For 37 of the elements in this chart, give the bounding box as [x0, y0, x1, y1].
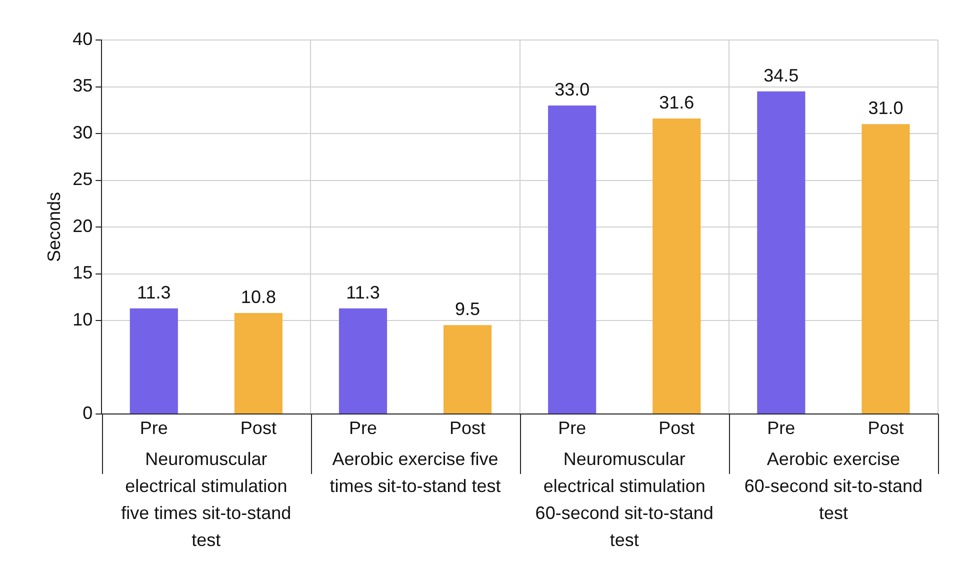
data-label: 10.8	[240, 286, 276, 307]
data-label: 33.0	[554, 79, 590, 100]
text: Pre	[558, 418, 586, 438]
text: Pre	[767, 418, 796, 438]
x-tick-label: Neuromuscular electrical stimulation five times sit-to-stand test	[121, 448, 292, 550]
y-tick-label: 40	[72, 28, 93, 49]
bar	[130, 308, 178, 414]
data-label: 31.0	[868, 98, 904, 118]
data-label: 34.5	[764, 65, 799, 86]
series-label: Post	[240, 418, 276, 438]
bar	[862, 124, 910, 414]
y-tick-label: 20	[72, 216, 93, 236]
x-tick-label: Aerobic exercise 60-second sit-to-stand test	[744, 448, 922, 523]
bar	[338, 308, 388, 414]
text: Pre	[348, 418, 377, 438]
y-tick-label: 30	[72, 122, 93, 142]
bar	[234, 313, 282, 414]
y-tick-label: 0	[82, 402, 93, 423]
y-tick-label: 35	[72, 76, 93, 96]
text: Post	[450, 418, 486, 438]
y-axis-title: Seconds	[44, 192, 64, 262]
x-tick-label: Aerobic exercise five times sit-to-stand test	[330, 448, 501, 496]
y-tick-label: 15	[72, 262, 93, 283]
bar	[548, 105, 596, 414]
text: Post	[658, 418, 695, 438]
y-tick-label: 10	[72, 309, 93, 330]
data-label: 11.3	[137, 282, 171, 302]
x-tick-label: Neuromuscular electrical stimulation 60-second sit-to-stand test	[535, 448, 714, 550]
bar	[757, 91, 806, 414]
y-tick-label: 25	[72, 169, 93, 190]
data-label: 9.5	[455, 299, 480, 320]
data-label: 11.3	[346, 282, 380, 302]
text: Post	[868, 418, 904, 438]
data-label: 31.6	[659, 92, 694, 113]
bar	[652, 118, 701, 414]
series-label: Pre	[140, 418, 168, 438]
bar	[443, 325, 492, 414]
